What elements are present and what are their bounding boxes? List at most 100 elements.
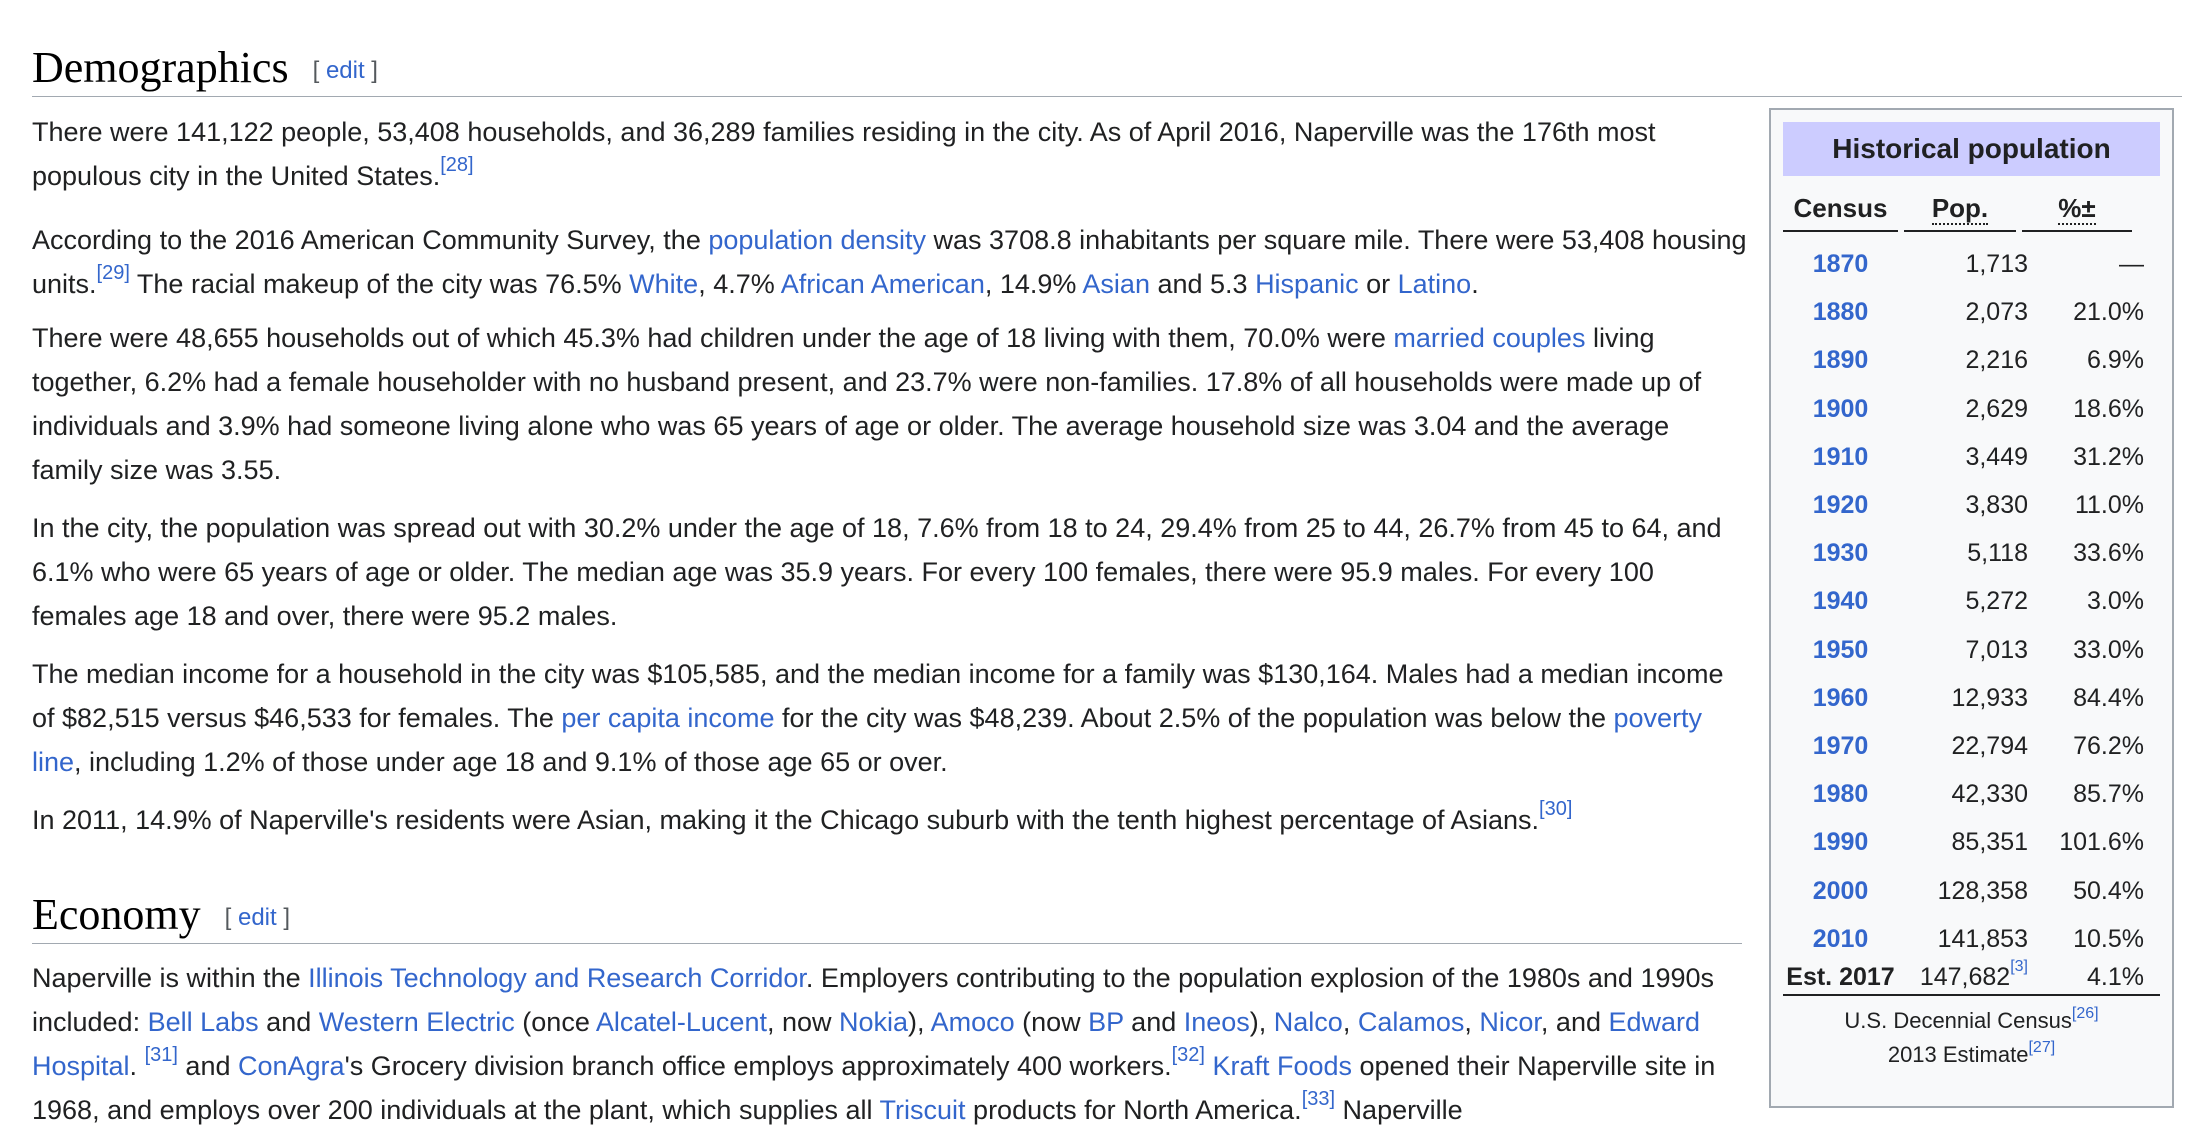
census-year-link[interactable]: 2000	[1812, 876, 1869, 905]
link-triscuit[interactable]: Triscuit	[879, 1095, 966, 1125]
percent-change-value: 21.0%	[2073, 298, 2144, 327]
census-year-link[interactable]: 1980	[1812, 780, 1869, 809]
link-amoco[interactable]: Amoco	[930, 1007, 1015, 1037]
text: .	[129, 1051, 145, 1081]
link-white[interactable]: White	[629, 269, 699, 299]
text: products for North America.	[965, 1095, 1302, 1125]
link-latino[interactable]: Latino	[1397, 269, 1472, 299]
text: and	[1123, 1007, 1184, 1037]
link-asian[interactable]: Asian	[1082, 269, 1150, 299]
historical-population-infobox: Historical population Census Pop. %± 187…	[1769, 108, 2174, 1108]
section-title: Economy	[32, 890, 201, 939]
population-value: 3,830	[1965, 491, 2028, 519]
text: , including 1.2% of those under age 18 a…	[74, 747, 948, 777]
link-ineos[interactable]: Ineos	[1183, 1007, 1250, 1037]
economy-paragraph-1: Naperville is within the Illinois Techno…	[32, 956, 1747, 1132]
reference-27[interactable]: [27]	[2028, 1039, 2056, 1056]
link-kraft-foods[interactable]: Kraft Foods	[1212, 1051, 1353, 1081]
population-abbr[interactable]: Pop.	[1931, 193, 1989, 225]
edit-demographics-link[interactable]: edit	[325, 57, 365, 84]
link-alcatel-lucent[interactable]: Alcatel-Lucent	[595, 1007, 767, 1037]
link-bp[interactable]: BP	[1088, 1007, 1124, 1037]
demographics-paragraph-1: There were 141,122 people, 53,408 househ…	[32, 110, 1747, 198]
percent-change-abbr[interactable]: %±	[2058, 193, 2096, 225]
link-nicor[interactable]: Nicor	[1479, 1007, 1541, 1037]
text: According to the 2016 American Community…	[32, 225, 709, 255]
link-calamos[interactable]: Calamos	[1357, 1007, 1465, 1037]
table-row: 2010 141,853 10.5%	[1783, 915, 2160, 963]
reference-31[interactable]: [31]	[144, 1044, 178, 1066]
demographics-paragraph-5: The median income for a household in the…	[32, 652, 1747, 784]
census-year-link[interactable]: 2010	[1812, 924, 1869, 953]
link-african-american[interactable]: African American	[780, 269, 985, 299]
percent-change-value: 76.2%	[2073, 732, 2144, 760]
census-year-link[interactable]: 1920	[1812, 491, 1869, 519]
text: , now	[766, 1007, 840, 1037]
link-nokia[interactable]: Nokia	[839, 1007, 909, 1037]
text: Naperville	[1335, 1095, 1463, 1125]
reference-26[interactable]: [26]	[2071, 1005, 2099, 1022]
census-year-link[interactable]: 1950	[1812, 635, 1869, 664]
percent-change-value: 31.2%	[2073, 442, 2144, 471]
link-western-electric[interactable]: Western Electric	[318, 1007, 515, 1037]
census-year-link[interactable]: 1940	[1812, 587, 1869, 616]
table-row: 1880 2,073 21.0%	[1783, 288, 2160, 336]
percent-change-value: 50.4%	[2073, 876, 2144, 905]
text: .	[1471, 269, 1479, 299]
economy-heading: Economy [ edit ]	[32, 887, 1742, 944]
link-population-density[interactable]: population density	[708, 225, 927, 255]
table-row: 1890 2,216 6.9%	[1783, 336, 2160, 384]
link-married-couples[interactable]: married couples	[1393, 323, 1586, 353]
text: for the city was $48,239. About 2.5% of …	[774, 703, 1614, 733]
link-hispanic[interactable]: Hispanic	[1255, 269, 1359, 299]
reference-33[interactable]: [33]	[1301, 1088, 1336, 1110]
edit-section-link-wrapper: [ edit ]	[224, 904, 291, 931]
text: There were 48,655 households out of whic…	[32, 323, 1394, 353]
demographics-paragraph-2: According to the 2016 American Community…	[32, 218, 1747, 306]
population-value: 85,351	[1951, 828, 2028, 857]
section-title: Demographics	[32, 43, 289, 92]
text: opened their Naperville site in 1968, an…	[32, 1051, 1716, 1125]
census-year-link[interactable]: 1900	[1812, 394, 1869, 423]
demographics-paragraph-6: In 2011, 14.9% of Naperville's residents…	[32, 798, 1747, 842]
reference-3[interactable]: [3]	[2010, 958, 2028, 975]
link-nalco[interactable]: Nalco	[1273, 1007, 1343, 1037]
footer-estimate: 2013 Estimate	[1887, 1042, 2029, 1067]
edit-economy-link[interactable]: edit	[237, 904, 277, 931]
text: and	[177, 1051, 238, 1081]
table-row: 1980 42,330 85.7%	[1783, 770, 2160, 818]
census-year-link[interactable]: 1970	[1812, 732, 1869, 760]
text: was 3708.8 inhabitants per square mile. …	[32, 225, 1747, 299]
table-row: 1960 12,933 84.4%	[1783, 674, 2160, 722]
percent-change-value: 84.4%	[2073, 683, 2144, 712]
link-conagra[interactable]: ConAgra	[237, 1051, 345, 1081]
census-year-link[interactable]: 1930	[1812, 539, 1869, 568]
text: , 4.7%	[698, 269, 781, 299]
reference-29[interactable]: [29]	[96, 262, 130, 284]
census-year-link[interactable]: 1870	[1812, 250, 1869, 278]
census-year-link[interactable]: 1960	[1812, 683, 1869, 712]
link-edward-hospital[interactable]: Edward Hospital	[32, 1007, 1701, 1081]
census-year-link[interactable]: 1910	[1812, 442, 1869, 471]
population-value: 3,449	[1965, 442, 2028, 471]
table-row: 1970 22,794 76.2%	[1783, 722, 2160, 770]
population-value: 22,794	[1951, 732, 2028, 760]
footer-line-1: U.S. Decennial Census[26]	[1783, 1004, 2160, 1038]
percent-change-value: 18.6%	[2073, 394, 2144, 423]
reference-30[interactable]: [30]	[1539, 798, 1573, 820]
estimate-percent-change: 4.1%	[2087, 963, 2144, 991]
census-year-link[interactable]: 1880	[1812, 298, 1869, 327]
census-year-link[interactable]: 1990	[1812, 828, 1869, 857]
text: The median income for a household in the…	[32, 659, 1724, 733]
link-per-capita-income[interactable]: per capita income	[561, 703, 775, 733]
census-year-link[interactable]: 1890	[1812, 346, 1869, 375]
reference-32[interactable]: [32]	[1171, 1044, 1205, 1066]
table-row: 1870 1,713 —	[1783, 240, 2160, 288]
table-row: 1920 3,830 11.0%	[1783, 481, 2160, 529]
link-bell-labs[interactable]: Bell Labs	[147, 1007, 259, 1037]
reference-28[interactable]: [28]	[440, 154, 474, 176]
percent-change-value: 6.9%	[2087, 346, 2144, 375]
link-poverty-line[interactable]: poverty line	[32, 703, 1703, 777]
link-illinois-technology-corridor[interactable]: Illinois Technology and Research Corrido…	[308, 963, 806, 993]
demographics-paragraph-4: In the city, the population was spread o…	[32, 506, 1747, 638]
